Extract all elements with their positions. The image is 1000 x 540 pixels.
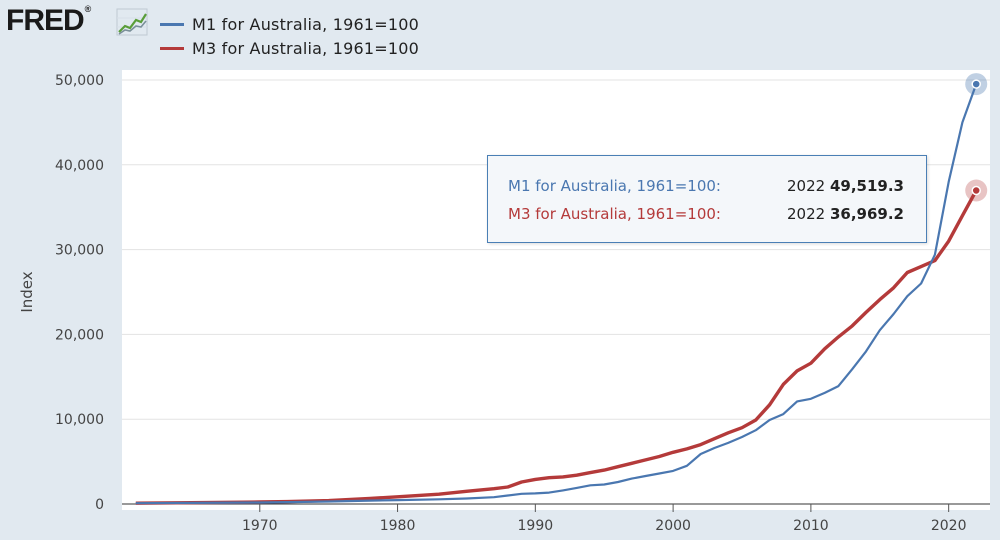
hover-marker bbox=[971, 79, 981, 89]
tooltip-value: 2022 49,519.3 bbox=[787, 177, 904, 195]
logo-registered-mark: ® bbox=[84, 4, 92, 14]
tooltip-series-name: M1 for Australia, 1961=100: bbox=[508, 177, 721, 195]
legend-swatch-m1 bbox=[160, 22, 184, 26]
tooltip-number: 36,969.2 bbox=[829, 205, 904, 223]
x-tick-label: 2000 bbox=[655, 518, 691, 534]
fred-logo[interactable]: FRED® bbox=[6, 4, 92, 38]
legend-item-m3[interactable]: M3 for Australia, 1961=100 bbox=[160, 36, 419, 60]
x-tick-label: 1990 bbox=[518, 518, 554, 534]
x-tick-label: 2010 bbox=[793, 518, 829, 534]
series-line-m1 bbox=[135, 83, 978, 505]
y-tick-label: 50,000 bbox=[55, 73, 104, 89]
series-line-m3 bbox=[135, 189, 978, 505]
x-tick-label: 1980 bbox=[380, 518, 416, 534]
plot-area bbox=[122, 70, 990, 510]
tooltip-value: 2022 36,969.2 bbox=[787, 205, 904, 223]
y-tick-label: 30,000 bbox=[55, 243, 104, 259]
legend-swatch-m3 bbox=[160, 46, 184, 50]
logo-text: FRED bbox=[6, 4, 85, 37]
legend-label-m1: M1 for Australia, 1961=100 bbox=[192, 14, 419, 34]
y-tick-label: 40,000 bbox=[55, 158, 104, 174]
tooltip-row-m3: M3 for Australia, 1961=100: 2022 36,969.… bbox=[508, 205, 904, 229]
tooltip-row-m1: M1 for Australia, 1961=100: 2022 49,519.… bbox=[508, 177, 904, 201]
x-tick-label: 1970 bbox=[242, 518, 278, 534]
tooltip-series-name: M3 for Australia, 1961=100: bbox=[508, 205, 721, 223]
legend: M1 for Australia, 1961=100 M3 for Austra… bbox=[160, 12, 419, 60]
legend-label-m3: M3 for Australia, 1961=100 bbox=[192, 38, 419, 58]
tooltip-year: 2022 bbox=[787, 205, 826, 223]
y-tick-label: 20,000 bbox=[55, 327, 104, 343]
x-tick-label: 2020 bbox=[931, 518, 967, 534]
y-tick-label: 10,000 bbox=[55, 412, 104, 428]
header: FRED® M1 for Australia, 1961=100 M3 for … bbox=[0, 0, 1000, 70]
tooltip-number: 49,519.3 bbox=[829, 177, 904, 195]
y-axis-label: Index bbox=[18, 271, 36, 312]
y-tick-label: 0 bbox=[95, 497, 104, 513]
trend-chart-icon bbox=[116, 8, 148, 36]
hover-marker bbox=[971, 185, 981, 196]
tooltip: M1 for Australia, 1961=100: 2022 49,519.… bbox=[487, 155, 927, 243]
legend-item-m1[interactable]: M1 for Australia, 1961=100 bbox=[160, 12, 419, 36]
tooltip-year: 2022 bbox=[787, 177, 826, 195]
